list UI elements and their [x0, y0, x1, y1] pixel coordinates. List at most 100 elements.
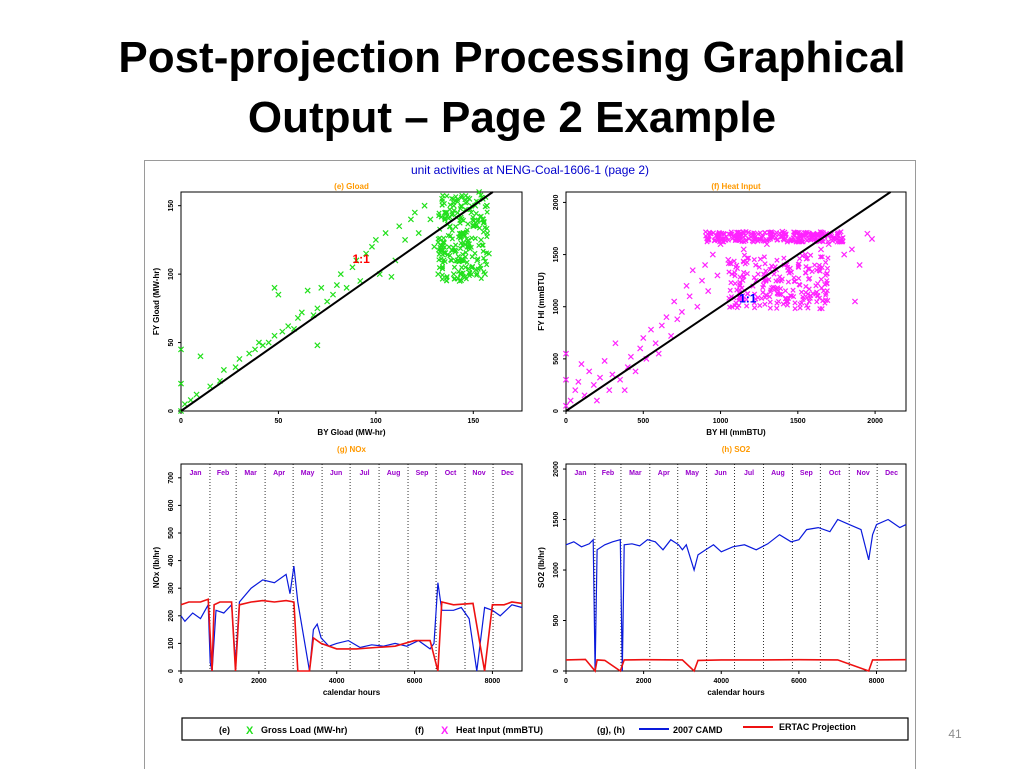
- dense-point: [767, 305, 773, 311]
- dense-point: [792, 306, 798, 312]
- dense-point: [478, 192, 484, 198]
- plot-area: [565, 463, 907, 672]
- data-point: [705, 288, 712, 295]
- y-tick-label: 0: [553, 669, 560, 673]
- data-point: [668, 332, 675, 339]
- legend-box: (e) X Gross Load (MW-hr) (f) X Heat Inpu…: [181, 717, 909, 741]
- dense-point: [712, 237, 718, 243]
- data-point: [481, 271, 489, 278]
- dense-point: [482, 258, 488, 264]
- dense-point: [768, 263, 775, 269]
- dense-point: [734, 287, 740, 293]
- data-point: [279, 328, 286, 335]
- dense-point: [450, 196, 456, 202]
- dense-point: [744, 303, 750, 309]
- dense-point: [797, 282, 803, 288]
- dense-point: [741, 269, 747, 276]
- data-point: [483, 202, 490, 209]
- data-point: [333, 282, 340, 289]
- dense-point: [774, 305, 780, 311]
- data-point: [435, 271, 442, 278]
- data-point: [678, 308, 685, 315]
- dense-point: [824, 271, 830, 277]
- dense-point: [760, 233, 766, 240]
- x-tick-label: 4000: [329, 678, 345, 685]
- x-tick-label: 50: [275, 418, 283, 425]
- dense-point: [756, 264, 762, 270]
- x-axis-label: BY HI (mmBTU): [706, 428, 766, 437]
- dense-point: [451, 264, 458, 270]
- data-point: [702, 261, 709, 269]
- dense-point: [732, 269, 738, 276]
- dense-point: [834, 233, 841, 239]
- dense-point: [444, 193, 450, 199]
- x-tick-label: 150: [467, 418, 479, 425]
- month-label: Mar: [629, 470, 642, 477]
- data-point: [671, 298, 678, 305]
- panel-g-nox: (g) NOx 0 2000 4000 6000 8000 0 100 200 300 400 500…: [152, 445, 523, 697]
- month-label: Jun: [714, 470, 726, 477]
- month-label: Aug: [387, 470, 401, 477]
- dense-point: [476, 225, 483, 231]
- x-tick-label: 2000: [636, 678, 652, 685]
- dense-point: [460, 270, 466, 276]
- dense-point: [763, 268, 769, 274]
- dense-point: [706, 229, 712, 235]
- dense-point: [777, 274, 783, 280]
- data-point: [833, 235, 840, 242]
- dense-point: [439, 264, 446, 270]
- x-tick-label: 6000: [407, 678, 423, 685]
- y-tick-label: 100: [168, 268, 175, 280]
- dense-point: [806, 236, 812, 242]
- dense-point: [726, 231, 732, 237]
- dense-point: [795, 261, 801, 268]
- data-point: [640, 334, 647, 342]
- data-point: [689, 267, 696, 274]
- series-line-ertac: [565, 658, 907, 673]
- month-label: Jul: [360, 470, 370, 477]
- y-tick-label: 1500: [553, 512, 560, 528]
- data-point: [606, 387, 613, 394]
- y-tick-label: 500: [553, 615, 560, 627]
- data-point: [575, 378, 582, 385]
- dense-point: [779, 234, 785, 240]
- dense-point: [790, 287, 796, 293]
- dense-point: [449, 247, 455, 254]
- data-point: [652, 340, 659, 347]
- dense-point: [820, 230, 826, 236]
- dense-point: [806, 299, 812, 305]
- dense-point: [812, 262, 818, 268]
- ratio-label: 1:1: [739, 292, 757, 306]
- data-point: [275, 291, 282, 298]
- dense-point: [455, 275, 461, 281]
- data-point: [694, 303, 701, 310]
- dense-point: [732, 303, 738, 309]
- data-point: [314, 305, 321, 312]
- data-point: [663, 314, 670, 321]
- dense-point: [438, 256, 444, 262]
- month-label: Apr: [658, 470, 670, 477]
- dense-point: [819, 306, 825, 312]
- dense-point: [758, 295, 765, 302]
- x-tick-label: 2000: [867, 418, 883, 425]
- dense-point: [804, 295, 810, 301]
- dense-point: [772, 286, 779, 292]
- month-label: Nov: [472, 470, 485, 477]
- data-point: [621, 387, 628, 394]
- dense-point: [782, 288, 789, 294]
- month-label: Apr: [273, 470, 285, 477]
- dense-point: [457, 271, 464, 278]
- dense-point: [775, 278, 782, 284]
- dense-point: [787, 265, 793, 271]
- legend-f-tag: (f): [415, 725, 424, 735]
- dense-point: [442, 217, 448, 223]
- data-point: [478, 236, 485, 243]
- dense-point: [443, 249, 449, 256]
- dense-point: [824, 288, 830, 294]
- data-point: [407, 216, 414, 223]
- data-point: [825, 241, 832, 248]
- panel-title: (f) Heat Input: [711, 182, 761, 191]
- data-point: [427, 216, 434, 223]
- dense-point: [474, 271, 480, 277]
- dense-point: [478, 213, 484, 219]
